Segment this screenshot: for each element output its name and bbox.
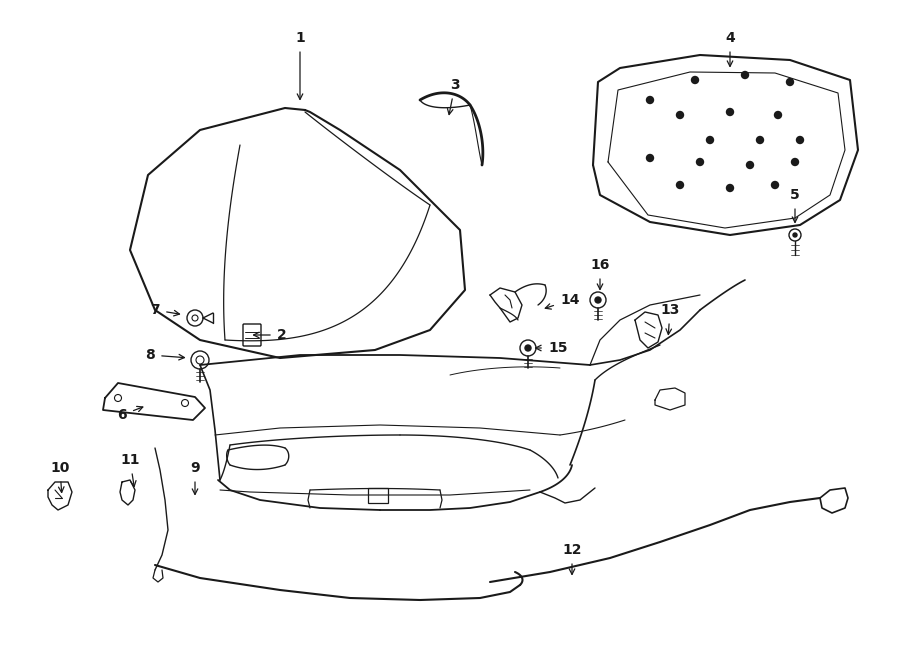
Text: 5: 5	[790, 188, 800, 223]
Circle shape	[677, 182, 683, 188]
Text: 11: 11	[121, 453, 140, 486]
Circle shape	[595, 297, 601, 303]
Text: 1: 1	[295, 31, 305, 99]
Circle shape	[691, 77, 698, 83]
Text: 8: 8	[145, 348, 184, 362]
Circle shape	[726, 108, 734, 116]
Text: 7: 7	[150, 303, 179, 317]
Text: 10: 10	[50, 461, 69, 492]
Circle shape	[757, 137, 763, 143]
Circle shape	[677, 112, 683, 118]
Circle shape	[646, 97, 653, 104]
Circle shape	[525, 345, 531, 351]
Text: 16: 16	[590, 258, 609, 290]
Text: 3: 3	[447, 78, 460, 114]
Bar	[368, 488, 388, 503]
Text: 14: 14	[545, 293, 580, 309]
Circle shape	[771, 182, 778, 188]
Circle shape	[706, 137, 714, 143]
Circle shape	[726, 184, 734, 192]
Text: 6: 6	[117, 407, 143, 422]
Circle shape	[646, 155, 653, 161]
Circle shape	[742, 71, 749, 79]
Circle shape	[746, 161, 753, 169]
Circle shape	[796, 137, 804, 143]
Text: 15: 15	[536, 341, 568, 355]
Text: 4: 4	[725, 31, 735, 67]
Text: 13: 13	[661, 303, 680, 334]
Circle shape	[697, 159, 704, 165]
Circle shape	[791, 159, 798, 165]
Circle shape	[793, 233, 797, 237]
Text: 12: 12	[562, 543, 581, 574]
Circle shape	[787, 79, 794, 85]
Text: 9: 9	[190, 461, 200, 494]
Text: 2: 2	[254, 328, 287, 342]
Circle shape	[775, 112, 781, 118]
